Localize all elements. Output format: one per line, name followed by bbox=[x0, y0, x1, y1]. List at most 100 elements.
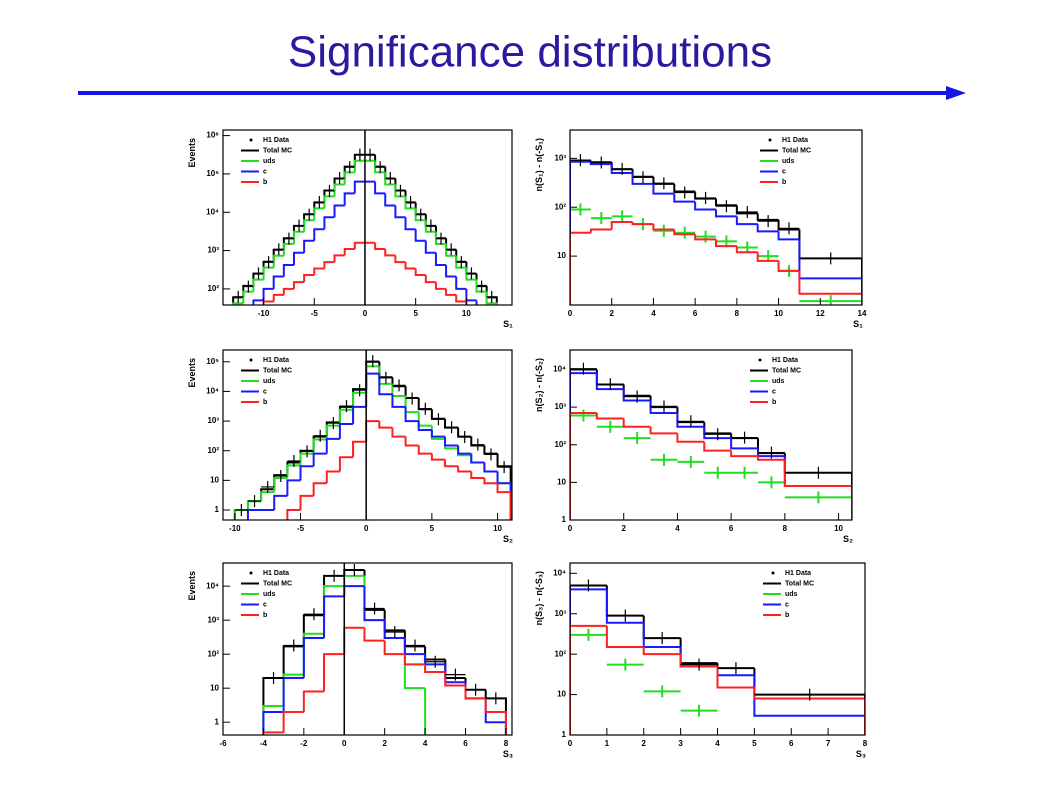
hist-bin bbox=[312, 452, 327, 467]
data-point bbox=[590, 156, 612, 169]
hist-bin bbox=[384, 172, 396, 186]
hist-bin bbox=[282, 242, 294, 256]
hist-bin bbox=[323, 216, 335, 230]
hist-bin bbox=[642, 647, 681, 656]
hist-bin bbox=[260, 491, 275, 502]
data-point bbox=[486, 290, 497, 303]
hist-bin bbox=[570, 588, 607, 735]
data-point bbox=[643, 685, 681, 698]
hist-bin bbox=[262, 287, 274, 301]
plot bbox=[570, 362, 852, 520]
hist-bin bbox=[394, 184, 406, 198]
x-tick-label: 0 bbox=[342, 739, 347, 748]
x-tick-label: -6 bbox=[219, 739, 227, 748]
hist-bin bbox=[374, 242, 386, 250]
hist-bin bbox=[622, 389, 651, 402]
data-point bbox=[364, 148, 376, 161]
data-point bbox=[758, 446, 785, 459]
hist-bin bbox=[470, 471, 485, 480]
data-point bbox=[799, 252, 862, 265]
legend-label: b bbox=[263, 612, 267, 619]
hist-bin bbox=[424, 664, 446, 673]
hist-bin bbox=[378, 421, 393, 429]
legend-label: c bbox=[263, 168, 267, 175]
data-point bbox=[695, 191, 716, 204]
x-tick-label: 14 bbox=[858, 309, 867, 318]
legend-label: uds bbox=[263, 591, 276, 598]
data-point bbox=[344, 161, 355, 174]
data-point bbox=[263, 671, 284, 684]
data-point bbox=[778, 222, 800, 235]
x-tick-label: 8 bbox=[504, 739, 509, 748]
hist-bin bbox=[703, 426, 732, 440]
hist-bin bbox=[455, 276, 467, 290]
hist-bin bbox=[756, 252, 779, 262]
hist-bin bbox=[424, 240, 436, 254]
hist-bin bbox=[595, 412, 624, 420]
data-point bbox=[465, 683, 486, 696]
hist-bin bbox=[777, 231, 800, 241]
data-point bbox=[234, 504, 248, 517]
hist-bin bbox=[272, 254, 284, 268]
data-point bbox=[263, 256, 274, 269]
y-tick-label: 10² bbox=[207, 649, 219, 658]
y-tick-label: 10³ bbox=[554, 402, 566, 411]
hist-bin bbox=[605, 589, 644, 624]
hist-bin bbox=[374, 160, 386, 174]
legend-label: Total MC bbox=[263, 147, 292, 154]
y-tick-label: 10⁵ bbox=[206, 357, 219, 366]
y-tick-label: 10⁴ bbox=[553, 568, 566, 577]
data-point bbox=[339, 400, 354, 413]
hist-bin bbox=[424, 220, 436, 233]
x-tick-label: 7 bbox=[826, 739, 831, 748]
hist-bin bbox=[417, 445, 432, 455]
y-tick-label: 10⁴ bbox=[553, 365, 566, 374]
y-tick-label: 10³ bbox=[207, 416, 219, 425]
hist-bin bbox=[333, 204, 345, 218]
data-point bbox=[326, 417, 340, 430]
hist-bin bbox=[424, 275, 436, 284]
x-tick-label: 5 bbox=[430, 524, 435, 533]
y-tick-label: 10² bbox=[554, 202, 566, 211]
hist-bin bbox=[273, 494, 288, 511]
plot bbox=[232, 148, 498, 305]
data-point bbox=[313, 429, 327, 442]
hist-bin bbox=[483, 445, 498, 455]
frame bbox=[222, 349, 513, 521]
x-tick-label: -10 bbox=[258, 309, 270, 318]
data-point bbox=[623, 432, 651, 445]
hist-bin bbox=[652, 183, 675, 195]
legend-label: uds bbox=[263, 158, 276, 165]
legend-label: b bbox=[785, 612, 789, 619]
hist-bin bbox=[272, 293, 284, 302]
legend-label: b bbox=[772, 399, 776, 406]
data-point bbox=[611, 210, 633, 223]
hist-bin bbox=[325, 437, 340, 454]
hist-bin bbox=[299, 494, 314, 511]
hist-bin bbox=[323, 195, 335, 209]
data-point bbox=[485, 692, 506, 705]
legend-label: c bbox=[782, 168, 786, 175]
hist-bin bbox=[282, 645, 304, 678]
legend-marker bbox=[771, 571, 775, 575]
hist-bin bbox=[622, 418, 651, 428]
hist-bin bbox=[286, 464, 301, 479]
hist-bin bbox=[676, 412, 705, 428]
hist-bin bbox=[703, 441, 732, 452]
frame bbox=[222, 129, 513, 306]
data-point bbox=[287, 455, 301, 467]
legend-label: c bbox=[263, 388, 267, 395]
legend-label: Total MC bbox=[785, 580, 814, 587]
data-point bbox=[261, 480, 275, 493]
hist-bin bbox=[323, 261, 335, 269]
x-tick-label: 10 bbox=[493, 524, 502, 533]
y-tick-label: 10³ bbox=[207, 615, 219, 624]
hist-bin bbox=[312, 482, 327, 496]
frame bbox=[222, 562, 513, 736]
y-tick-label: 10⁴ bbox=[206, 207, 219, 216]
hist-bin bbox=[485, 291, 498, 305]
data-point bbox=[253, 267, 264, 280]
data-point bbox=[596, 378, 624, 391]
hist-bin bbox=[343, 171, 355, 185]
